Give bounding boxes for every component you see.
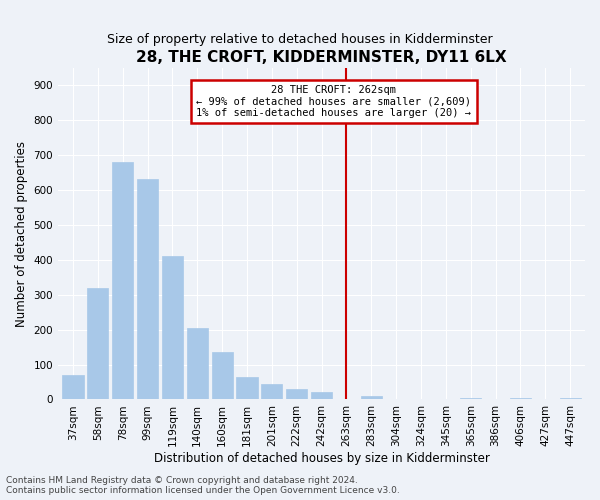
Bar: [137, 180, 158, 400]
Bar: [162, 256, 183, 400]
X-axis label: Distribution of detached houses by size in Kidderminster: Distribution of detached houses by size …: [154, 452, 490, 465]
Y-axis label: Number of detached properties: Number of detached properties: [15, 140, 28, 326]
Bar: [62, 375, 83, 400]
Text: Contains HM Land Registry data © Crown copyright and database right 2024.
Contai: Contains HM Land Registry data © Crown c…: [6, 476, 400, 495]
Bar: [87, 288, 109, 400]
Text: Size of property relative to detached houses in Kidderminster: Size of property relative to detached ho…: [107, 32, 493, 46]
Bar: [187, 328, 208, 400]
Title: 28, THE CROFT, KIDDERMINSTER, DY11 6LX: 28, THE CROFT, KIDDERMINSTER, DY11 6LX: [136, 50, 507, 65]
Bar: [560, 398, 581, 400]
Bar: [236, 376, 257, 400]
Bar: [311, 392, 332, 400]
Bar: [212, 352, 233, 400]
Bar: [112, 162, 133, 400]
Bar: [286, 389, 307, 400]
Bar: [261, 384, 283, 400]
Bar: [510, 398, 531, 400]
Text: 28 THE CROFT: 262sqm
← 99% of detached houses are smaller (2,609)
1% of semi-det: 28 THE CROFT: 262sqm ← 99% of detached h…: [196, 85, 472, 118]
Bar: [460, 398, 481, 400]
Bar: [361, 396, 382, 400]
